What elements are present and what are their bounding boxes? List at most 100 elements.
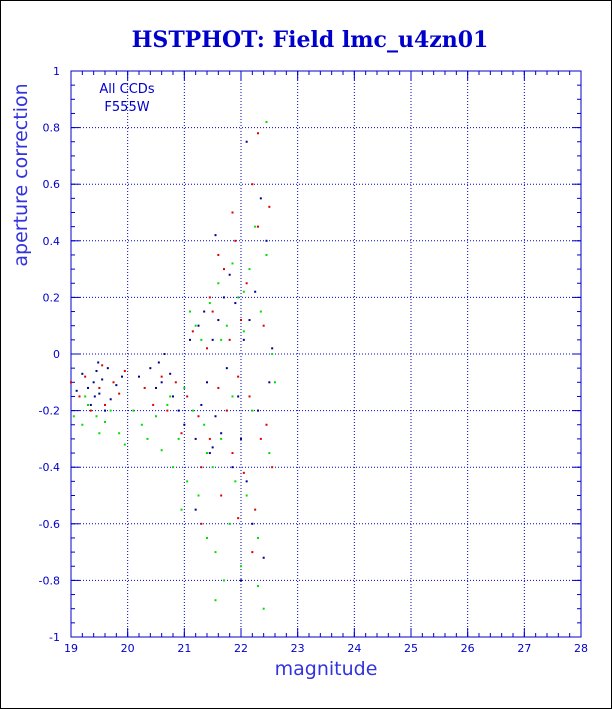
y-tick-labels: 1 0.8 0.6 0.4 0.2 0 -0.2 -0.4 -0.6 -0.8 -1 (39, 65, 60, 644)
data-point (172, 466, 174, 469)
data-point (271, 466, 274, 469)
x-tick-label: 26 (461, 642, 475, 655)
data-point (245, 494, 248, 497)
data-point (149, 367, 152, 370)
data-point (155, 415, 157, 418)
y-tick-label: 0.6 (43, 178, 61, 191)
data-point (200, 338, 203, 341)
data-point (268, 452, 271, 455)
data-point (132, 409, 135, 412)
data-point (152, 403, 155, 406)
data-point (101, 364, 104, 367)
data-point (109, 398, 112, 401)
x-tick-label: 20 (121, 642, 135, 655)
data-point (183, 386, 186, 389)
x-tick-label: 28 (574, 642, 588, 655)
annotation-line-1: All CCDs (99, 82, 154, 97)
data-point (106, 367, 109, 370)
data-point (186, 480, 189, 483)
data-point (257, 409, 259, 412)
axis-ticks (70, 70, 582, 638)
data-point (78, 395, 81, 398)
data-point (138, 375, 140, 378)
data-point (268, 381, 271, 384)
data-point (206, 381, 208, 384)
data-point (189, 310, 191, 313)
data-point (200, 403, 203, 406)
data-point (214, 234, 217, 237)
data-point (242, 471, 245, 474)
data-point (220, 494, 223, 497)
data-point (143, 386, 146, 389)
data-point (257, 536, 259, 539)
data-point (194, 437, 197, 440)
data-point (183, 423, 186, 426)
data-point (211, 446, 214, 449)
data-point (180, 432, 183, 435)
data-point (177, 409, 180, 412)
data-point (101, 378, 104, 381)
data-point (166, 409, 169, 412)
data-point (157, 361, 160, 364)
data-point (206, 452, 208, 455)
grid (71, 71, 581, 637)
data-point (217, 386, 220, 389)
data-point (257, 585, 259, 588)
y-tick-label: 1 (53, 65, 60, 78)
data-point (208, 452, 211, 455)
data-point (208, 302, 211, 305)
data-point (104, 420, 106, 423)
data-point (251, 183, 254, 186)
data-point (240, 565, 242, 568)
data-point (228, 522, 231, 525)
data-point (169, 395, 172, 398)
y-axis-label: aperture correction (10, 83, 32, 266)
data-point (220, 338, 223, 341)
data-point (200, 466, 203, 469)
data-point (208, 296, 211, 299)
data-point (274, 381, 276, 384)
data-point (254, 508, 257, 511)
data-point (95, 415, 98, 418)
data-point (248, 268, 251, 271)
y-tick-label: -0.4 (39, 461, 60, 474)
data-point (217, 253, 220, 256)
y-tick-label: -1 (49, 631, 60, 644)
data-point (211, 310, 214, 313)
data-point (81, 372, 84, 375)
data-point (262, 556, 265, 559)
data-point (123, 443, 126, 446)
data-point (115, 384, 118, 387)
data-point (169, 372, 172, 375)
data-point (242, 290, 245, 293)
x-axis-label: magnitude (275, 658, 378, 680)
data-point (93, 395, 96, 398)
data-point (231, 211, 234, 214)
data-point (262, 324, 265, 327)
data-point (98, 392, 101, 395)
data-point (217, 282, 220, 285)
data-point (92, 381, 95, 384)
data-point (189, 338, 191, 341)
data-point (214, 415, 217, 418)
data-point (97, 361, 100, 364)
data-point (214, 551, 217, 554)
data-point (203, 310, 206, 313)
data-point (112, 381, 115, 384)
y-tick-label: 0.2 (43, 291, 61, 304)
data-point (155, 386, 157, 389)
data-point (240, 579, 242, 582)
y-tick-label: -0.8 (39, 574, 60, 587)
data-point (257, 132, 259, 135)
data-point (268, 205, 271, 208)
x-tick-label: 25 (404, 642, 418, 655)
data-point (98, 432, 101, 435)
data-point (265, 423, 268, 426)
data-point (84, 375, 87, 378)
x-tick-labels: 19 20 21 22 23 24 25 26 27 28 (64, 642, 588, 655)
data-point (231, 452, 234, 455)
data-point (95, 369, 98, 372)
data-point (180, 508, 183, 511)
data-point (104, 403, 106, 406)
data-point (254, 290, 257, 293)
